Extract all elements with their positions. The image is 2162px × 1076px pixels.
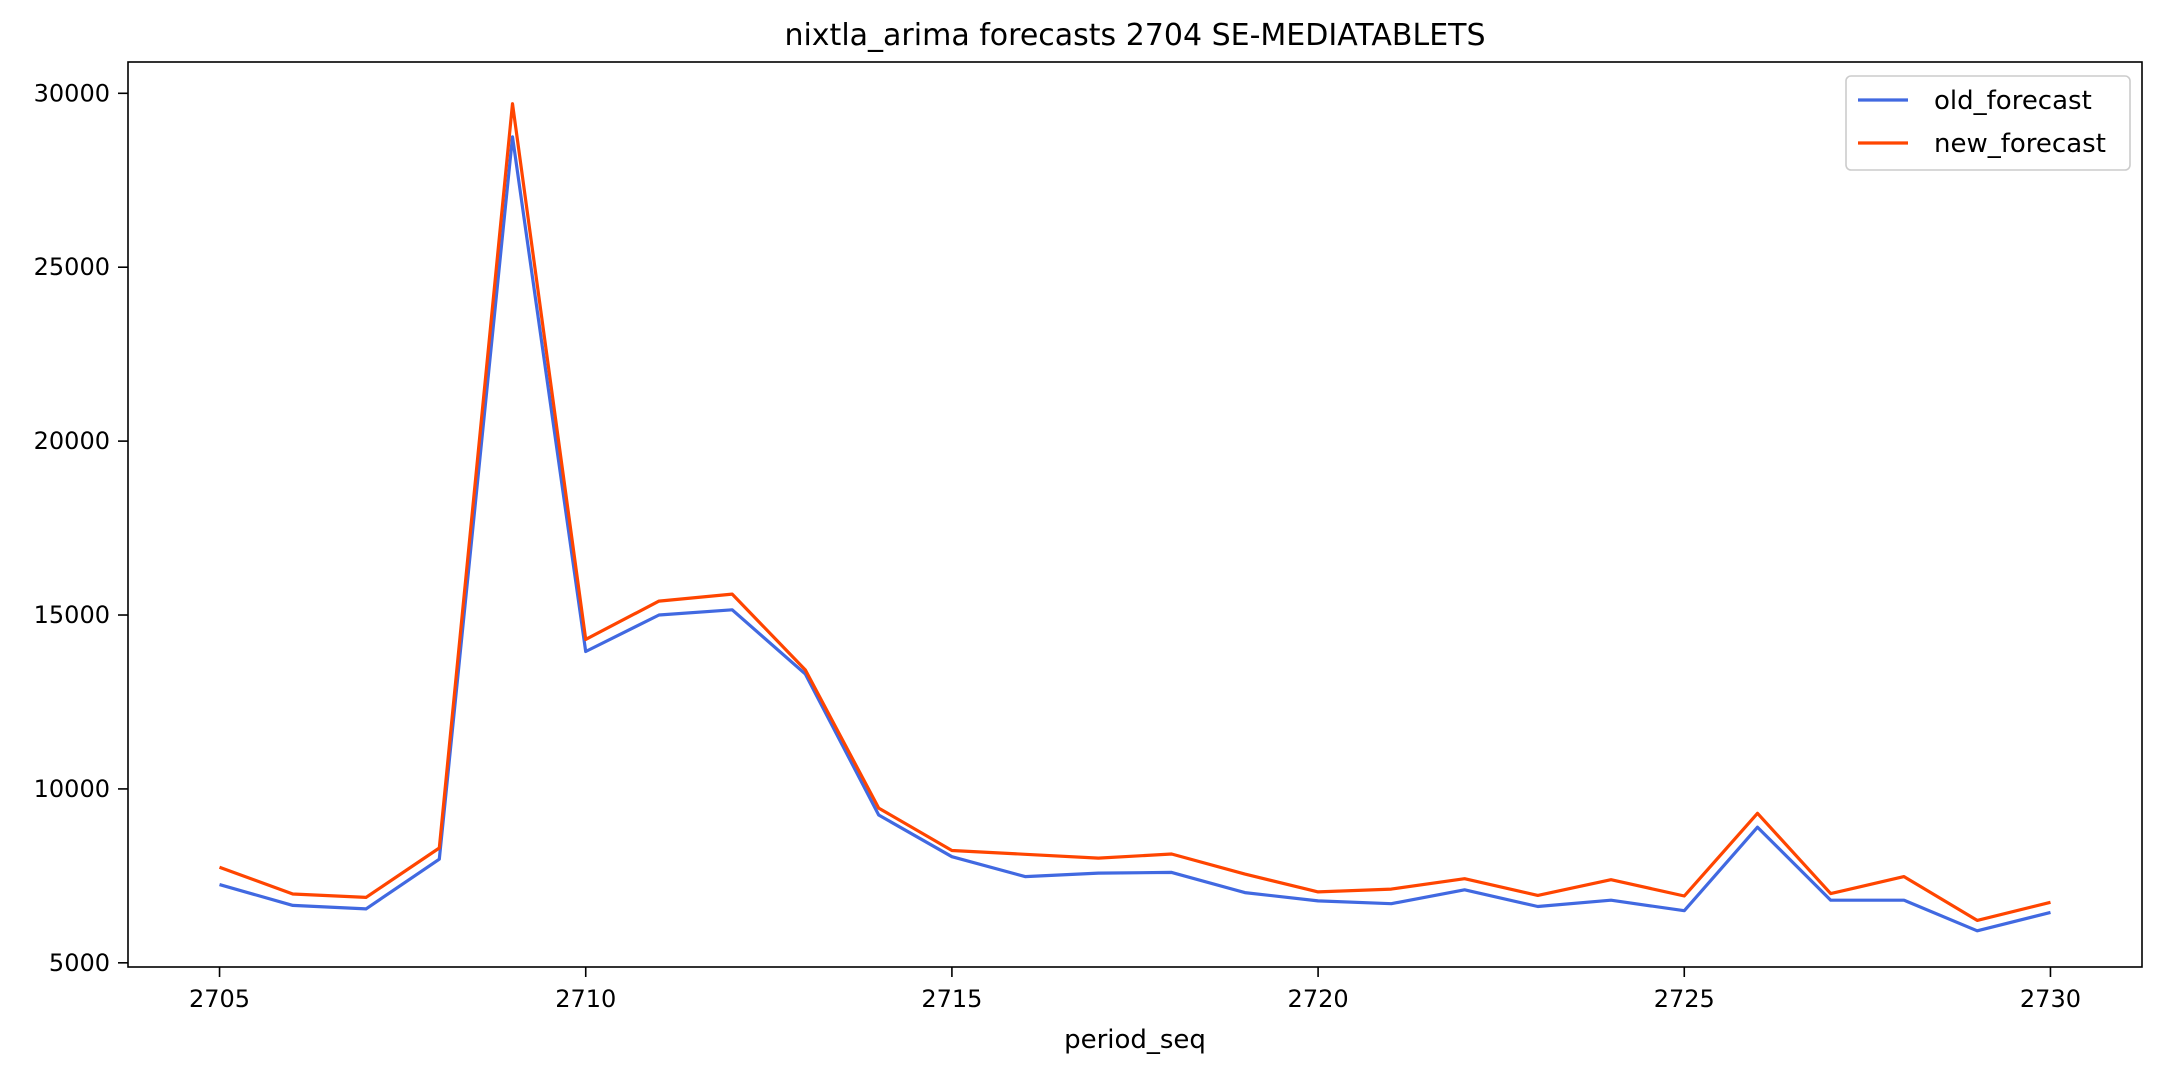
- data-point-old-forecast: [585, 651, 586, 652]
- data-point-old-forecast: [658, 615, 659, 616]
- data-point-old-forecast: [1391, 903, 1392, 904]
- data-point-new-forecast: [366, 897, 367, 898]
- series-line-old-forecast: [219, 135, 2051, 933]
- chart-title: nixtla_arima forecasts 2704 SE-MEDIATABL…: [784, 18, 1485, 53]
- legend-box: [1845, 75, 2131, 171]
- data-point-old-forecast: [439, 859, 440, 860]
- data-point-old-forecast: [1244, 892, 1245, 893]
- y-tick-label: 10000: [34, 775, 110, 803]
- data-point-new-forecast: [1318, 891, 1319, 892]
- data-point-new-forecast: [1684, 896, 1685, 897]
- x-tick-label: 2720: [1288, 985, 1349, 1013]
- data-point-old-forecast: [1684, 910, 1685, 911]
- x-tick-label: 2710: [555, 985, 616, 1013]
- data-point-new-forecast: [292, 893, 293, 894]
- x-tick-label: 2725: [1654, 985, 1715, 1013]
- data-point-new-forecast: [585, 639, 586, 640]
- data-point-old-forecast: [1464, 889, 1465, 890]
- legend-label-new-forecast: new_forecast: [1934, 129, 2106, 159]
- data-point-old-forecast: [1830, 900, 1831, 901]
- data-point-new-forecast: [1903, 876, 1904, 877]
- series-layer: [218, 102, 2051, 933]
- series-line-new-forecast: [218, 102, 2051, 923]
- data-point-new-forecast: [1464, 878, 1465, 879]
- x-tick-label: 2715: [921, 985, 982, 1013]
- data-point-new-forecast: [658, 601, 659, 602]
- data-point-old-forecast: [1903, 900, 1904, 901]
- data-point-old-forecast: [1611, 900, 1612, 901]
- data-point-new-forecast: [2050, 902, 2051, 903]
- data-point-new-forecast: [439, 848, 440, 849]
- y-tick-label: 25000: [34, 253, 110, 281]
- data-point-old-forecast: [219, 884, 220, 885]
- data-point-new-forecast: [512, 103, 513, 104]
- data-point-new-forecast: [951, 850, 952, 851]
- y-axis: 5000 10000 15000 20000 25000 30000: [34, 79, 128, 977]
- data-point-old-forecast: [1025, 876, 1026, 877]
- data-point-new-forecast: [1244, 874, 1245, 875]
- data-point-new-forecast: [732, 594, 733, 595]
- data-point-old-forecast: [1318, 900, 1319, 901]
- data-point-old-forecast: [951, 856, 952, 857]
- data-point-new-forecast: [1391, 889, 1392, 890]
- data-point-old-forecast: [732, 609, 733, 610]
- y-tick-label: 5000: [49, 949, 110, 977]
- legend: old_forecast new_forecast: [1845, 75, 2131, 171]
- data-point-new-forecast: [1611, 879, 1612, 880]
- data-point-old-forecast: [2050, 912, 2051, 913]
- plot-area-frame: [127, 61, 2143, 968]
- y-tick-label: 15000: [34, 601, 110, 629]
- y-tick-label: 20000: [34, 427, 110, 455]
- data-point-old-forecast: [1171, 872, 1172, 873]
- data-point-new-forecast: [805, 669, 806, 670]
- data-point-new-forecast: [1757, 813, 1758, 814]
- data-point-new-forecast: [219, 867, 220, 868]
- y-tick-label: 30000: [34, 79, 110, 107]
- data-point-old-forecast: [878, 815, 879, 816]
- data-point-old-forecast: [1977, 930, 1978, 931]
- data-point-old-forecast: [366, 908, 367, 909]
- data-point-old-forecast: [292, 905, 293, 906]
- data-point-old-forecast: [1537, 906, 1538, 907]
- x-tick-label: 2705: [189, 985, 250, 1013]
- data-point-new-forecast: [1977, 920, 1978, 921]
- data-point-new-forecast: [1537, 895, 1538, 896]
- data-point-old-forecast: [512, 136, 513, 137]
- data-point-new-forecast: [1830, 893, 1831, 894]
- x-tick-label: 2730: [2020, 985, 2081, 1013]
- x-axis-label: period_seq: [1064, 1025, 1206, 1055]
- data-point-old-forecast: [1098, 873, 1099, 874]
- x-axis: 2705 2710 2715 2720 2725 2730: [189, 967, 2081, 1013]
- data-point-new-forecast: [1171, 853, 1172, 854]
- data-point-new-forecast: [1025, 854, 1026, 855]
- legend-label-old-forecast: old_forecast: [1934, 86, 2092, 116]
- data-point-old-forecast: [1757, 827, 1758, 828]
- data-point-new-forecast: [1098, 858, 1099, 859]
- data-point-new-forecast: [878, 808, 879, 809]
